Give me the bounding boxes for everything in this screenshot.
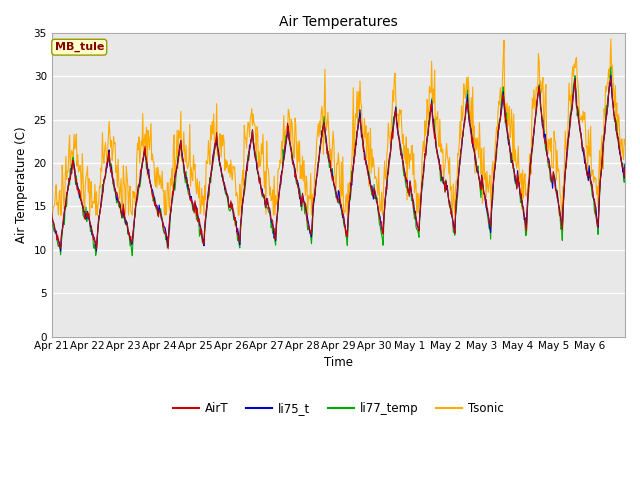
X-axis label: Time: Time (324, 356, 353, 369)
Legend: AirT, li75_t, li77_temp, Tsonic: AirT, li75_t, li77_temp, Tsonic (168, 397, 509, 420)
Text: MB_tule: MB_tule (54, 42, 104, 52)
Title: Air Temperatures: Air Temperatures (279, 15, 397, 29)
Y-axis label: Air Temperature (C): Air Temperature (C) (15, 126, 28, 243)
